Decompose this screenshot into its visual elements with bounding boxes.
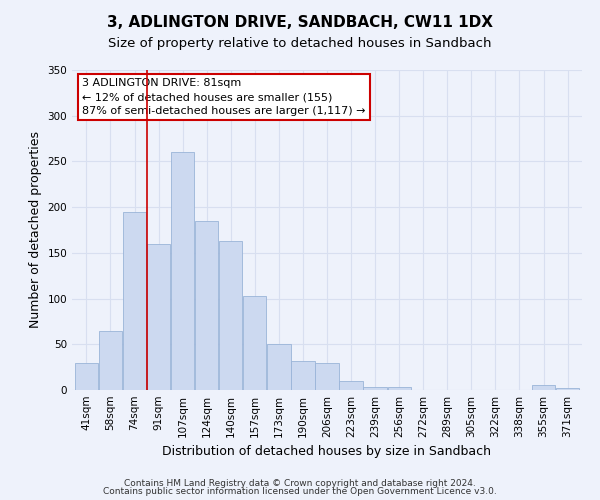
Bar [316, 362, 338, 390]
Bar [532, 386, 555, 390]
Text: 3 ADLINGTON DRIVE: 81sqm
← 12% of detached houses are smaller (155)
87% of semi-: 3 ADLINGTON DRIVE: 81sqm ← 12% of detach… [82, 78, 366, 116]
Bar [388, 388, 411, 390]
X-axis label: Distribution of detached houses by size in Sandbach: Distribution of detached houses by size … [163, 446, 491, 458]
Bar [99, 330, 122, 390]
Bar [291, 360, 314, 390]
Bar [123, 212, 146, 390]
Bar [556, 388, 579, 390]
Bar [219, 241, 242, 390]
Bar [364, 388, 387, 390]
Bar [147, 244, 170, 390]
Bar [195, 221, 218, 390]
Y-axis label: Number of detached properties: Number of detached properties [29, 132, 42, 328]
Bar [267, 344, 290, 390]
Text: Contains HM Land Registry data © Crown copyright and database right 2024.: Contains HM Land Registry data © Crown c… [124, 478, 476, 488]
Bar [340, 381, 363, 390]
Text: Contains public sector information licensed under the Open Government Licence v3: Contains public sector information licen… [103, 487, 497, 496]
Text: Size of property relative to detached houses in Sandbach: Size of property relative to detached ho… [108, 38, 492, 51]
Bar [243, 296, 266, 390]
Text: 3, ADLINGTON DRIVE, SANDBACH, CW11 1DX: 3, ADLINGTON DRIVE, SANDBACH, CW11 1DX [107, 15, 493, 30]
Bar [75, 362, 98, 390]
Bar [171, 152, 194, 390]
